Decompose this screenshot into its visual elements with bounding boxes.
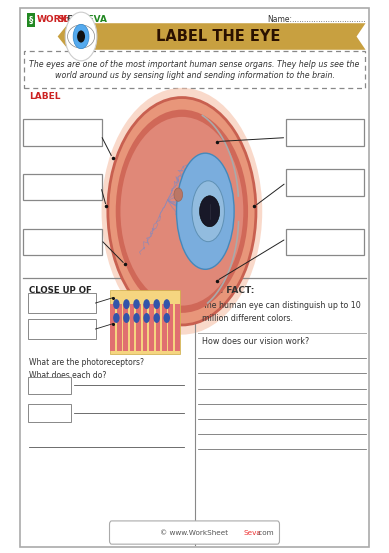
Ellipse shape bbox=[68, 25, 95, 48]
Ellipse shape bbox=[163, 299, 170, 309]
FancyBboxPatch shape bbox=[123, 304, 128, 351]
FancyBboxPatch shape bbox=[143, 304, 147, 351]
Text: LABEL THE EYE: LABEL THE EYE bbox=[156, 29, 280, 44]
Ellipse shape bbox=[121, 117, 244, 306]
FancyBboxPatch shape bbox=[175, 304, 180, 351]
FancyBboxPatch shape bbox=[20, 8, 369, 547]
Text: The human eye can distinguish up to 10
million different colors.: The human eye can distinguish up to 10 m… bbox=[202, 301, 361, 324]
Text: Sh: Sh bbox=[57, 15, 70, 24]
Ellipse shape bbox=[192, 181, 224, 242]
FancyBboxPatch shape bbox=[23, 174, 102, 200]
Text: Seva: Seva bbox=[243, 530, 261, 535]
Text: The eyes are one of the most important human sense organs. They help us see the: The eyes are one of the most important h… bbox=[29, 60, 360, 69]
Text: Name:...............................: Name:............................... bbox=[267, 15, 366, 24]
Ellipse shape bbox=[153, 299, 160, 309]
Text: WORK: WORK bbox=[37, 15, 68, 24]
Ellipse shape bbox=[102, 88, 262, 335]
FancyBboxPatch shape bbox=[28, 293, 96, 313]
Text: How does our vision work?: How does our vision work? bbox=[202, 337, 309, 346]
FancyBboxPatch shape bbox=[117, 304, 121, 351]
Ellipse shape bbox=[163, 313, 170, 323]
Ellipse shape bbox=[144, 299, 150, 309]
FancyBboxPatch shape bbox=[24, 51, 365, 88]
Text: LABEL: LABEL bbox=[29, 92, 60, 101]
Ellipse shape bbox=[133, 299, 140, 309]
FancyBboxPatch shape bbox=[28, 319, 96, 339]
Polygon shape bbox=[58, 23, 366, 50]
Text: CLOSE UP OF
THE RETINA: CLOSE UP OF THE RETINA bbox=[29, 286, 91, 307]
FancyBboxPatch shape bbox=[286, 229, 364, 255]
Text: © www.WorkSheet: © www.WorkSheet bbox=[160, 530, 229, 535]
FancyBboxPatch shape bbox=[149, 304, 154, 351]
FancyBboxPatch shape bbox=[23, 119, 102, 146]
Ellipse shape bbox=[123, 313, 130, 323]
FancyBboxPatch shape bbox=[130, 304, 135, 351]
FancyBboxPatch shape bbox=[27, 13, 35, 27]
FancyBboxPatch shape bbox=[110, 521, 279, 544]
FancyBboxPatch shape bbox=[23, 229, 102, 255]
Text: world around us by sensing light and sending information to the brain.: world around us by sensing light and sen… bbox=[54, 71, 335, 80]
Ellipse shape bbox=[133, 313, 140, 323]
FancyBboxPatch shape bbox=[286, 119, 364, 146]
FancyBboxPatch shape bbox=[110, 290, 180, 354]
FancyBboxPatch shape bbox=[136, 304, 141, 351]
Ellipse shape bbox=[113, 313, 119, 323]
Ellipse shape bbox=[153, 313, 160, 323]
Ellipse shape bbox=[108, 97, 256, 325]
Circle shape bbox=[200, 196, 220, 227]
FancyBboxPatch shape bbox=[168, 304, 173, 351]
FancyBboxPatch shape bbox=[28, 377, 71, 394]
Text: .com: .com bbox=[256, 530, 274, 535]
Text: §: § bbox=[29, 15, 33, 24]
Ellipse shape bbox=[116, 109, 248, 313]
Text: FUN FACT:: FUN FACT: bbox=[202, 286, 254, 295]
Ellipse shape bbox=[177, 153, 234, 269]
FancyBboxPatch shape bbox=[28, 404, 71, 422]
Ellipse shape bbox=[144, 313, 150, 323]
Circle shape bbox=[174, 188, 182, 201]
Circle shape bbox=[65, 12, 97, 61]
Text: What are the photoreceptors?
What does each do?: What are the photoreceptors? What does e… bbox=[29, 358, 144, 380]
Text: EET: EET bbox=[66, 15, 84, 24]
FancyBboxPatch shape bbox=[286, 169, 364, 196]
Ellipse shape bbox=[113, 299, 119, 309]
FancyBboxPatch shape bbox=[156, 304, 160, 351]
FancyBboxPatch shape bbox=[162, 304, 166, 351]
Text: SEVA: SEVA bbox=[81, 15, 107, 24]
FancyBboxPatch shape bbox=[110, 304, 115, 351]
Circle shape bbox=[73, 24, 89, 49]
Circle shape bbox=[77, 30, 85, 43]
Ellipse shape bbox=[123, 299, 130, 309]
